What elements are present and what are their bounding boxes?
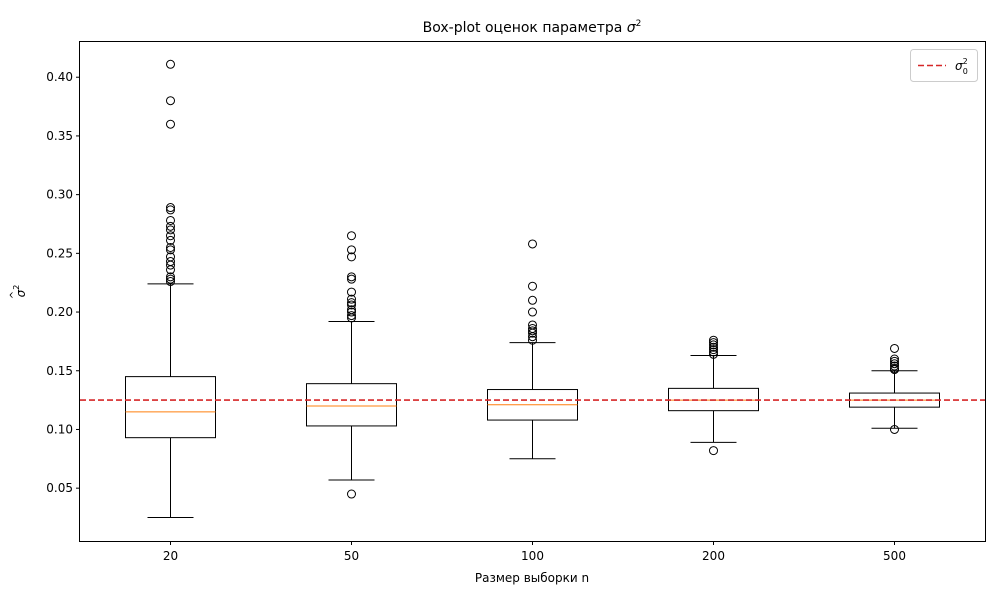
legend-symbol: σ (955, 59, 963, 73)
y-tick-label: 0.25 (46, 246, 73, 260)
legend-box (910, 49, 978, 82)
y-tick-label: 0.40 (46, 70, 73, 84)
outlier-point (166, 119, 175, 129)
legend: σ2 0 (910, 49, 978, 82)
outlier-point (166, 231, 175, 241)
box-100 (487, 239, 578, 460)
chart-title-symbol: σ (627, 20, 637, 36)
x-axis-ticks: 20 50 100 200 500 (163, 541, 906, 563)
outlier-point (890, 359, 899, 369)
outlier-point (528, 239, 537, 249)
x-tick-label: 500 (883, 549, 906, 563)
y-tick-label: 0.35 (46, 129, 73, 143)
outlier-point (166, 274, 175, 284)
outlier-point (347, 307, 356, 317)
outlier-point (166, 203, 175, 213)
y-tick-label: 0.30 (46, 188, 73, 202)
outlier-point (709, 446, 718, 456)
outlier-point (528, 323, 537, 333)
x-tick-label: 50 (344, 549, 359, 563)
y-tick-label: 0.10 (46, 422, 73, 436)
box-iqr (125, 376, 216, 439)
outlier-point (347, 272, 356, 282)
box-500 (849, 343, 940, 434)
outlier-point (166, 252, 175, 262)
outlier-point (166, 221, 175, 231)
outlier-point (166, 225, 175, 235)
legend-superscript: 2 (963, 57, 968, 66)
outlier-point (347, 252, 356, 262)
box-200 (668, 335, 759, 456)
outlier-point (347, 274, 356, 284)
outlier-point (528, 326, 537, 336)
outlier-point (528, 295, 537, 305)
outlier-point (709, 342, 718, 352)
outlier-point (166, 96, 175, 106)
outlier-point (166, 272, 175, 282)
svg-text:σ2: σ2 (12, 285, 28, 298)
outlier-point (528, 335, 537, 345)
y-axis-label-hat: ^ (9, 291, 20, 299)
outlier-point (890, 361, 899, 371)
y-axis-label-exponent: 2 (12, 285, 21, 290)
outlier-point (347, 294, 356, 304)
outlier-point (890, 363, 899, 373)
outlier-point (166, 277, 175, 287)
outlier-point (709, 335, 718, 345)
chart-title: Box-plot оценок параметра σ2 (423, 19, 642, 36)
outlier-point (347, 489, 356, 499)
x-axis-label: Размер выборки n (475, 571, 589, 585)
outlier-point (890, 343, 899, 353)
outlier-point (166, 245, 175, 255)
y-axis-ticks: 0.05 0.10 0.15 0.20 0.25 0.30 0.35 0.40 (46, 70, 80, 495)
outlier-point (166, 235, 175, 245)
outlier-point (890, 354, 899, 364)
chart-title-prefix: Box-plot оценок параметра (423, 20, 627, 36)
legend-label: σ2 0 (955, 57, 968, 76)
outlier-point (709, 347, 718, 357)
outlier-point (347, 231, 356, 241)
y-tick-label: 0.20 (46, 305, 73, 319)
outlier-point (347, 287, 356, 297)
outlier-point (166, 215, 175, 225)
outlier-point (347, 311, 356, 321)
x-tick-label: 100 (521, 549, 544, 563)
outlier-point (709, 345, 718, 355)
outlier-point (709, 338, 718, 348)
outlier-point (528, 307, 537, 317)
outlier-point (347, 300, 356, 310)
box-iqr (306, 383, 397, 427)
y-tick-label: 0.05 (46, 481, 73, 495)
outlier-point (347, 298, 356, 308)
outlier-point (890, 356, 899, 366)
y-axis-label: σ2 ^ (9, 285, 28, 300)
legend-subscript: 0 (963, 67, 968, 76)
plot-area (80, 59, 985, 519)
y-tick-label: 0.15 (46, 364, 73, 378)
outlier-point (166, 205, 175, 215)
outlier-point (528, 281, 537, 291)
outlier-point (347, 245, 356, 255)
x-tick-label: 200 (702, 549, 725, 563)
box-20 (125, 59, 216, 519)
box-50 (306, 231, 397, 499)
x-tick-label: 20 (163, 549, 178, 563)
outlier-point (166, 257, 175, 267)
outlier-point (528, 320, 537, 330)
outlier-point (347, 305, 356, 315)
outlier-point (166, 242, 175, 252)
outlier-point (709, 349, 718, 359)
outlier-point (166, 59, 175, 69)
outlier-point (890, 424, 899, 434)
y-axis-label-symbol: σ (14, 289, 28, 297)
plot-frame (79, 41, 986, 542)
chart-title-exponent: 2 (636, 19, 642, 29)
outlier-point (709, 340, 718, 350)
